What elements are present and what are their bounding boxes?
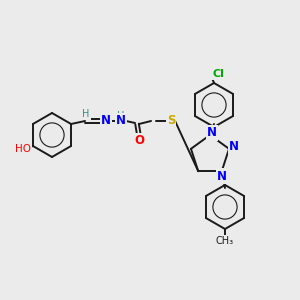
Text: N: N	[229, 140, 239, 153]
Text: N: N	[116, 115, 126, 128]
Text: H: H	[117, 111, 125, 121]
Text: Cl: Cl	[212, 69, 224, 79]
Text: N: N	[217, 170, 227, 183]
Text: N: N	[101, 115, 111, 128]
Text: H: H	[82, 109, 90, 119]
Text: O: O	[134, 134, 144, 148]
Text: HO: HO	[15, 144, 31, 154]
Text: S: S	[167, 115, 175, 128]
Text: CH₃: CH₃	[216, 236, 234, 246]
Text: N: N	[207, 127, 217, 140]
